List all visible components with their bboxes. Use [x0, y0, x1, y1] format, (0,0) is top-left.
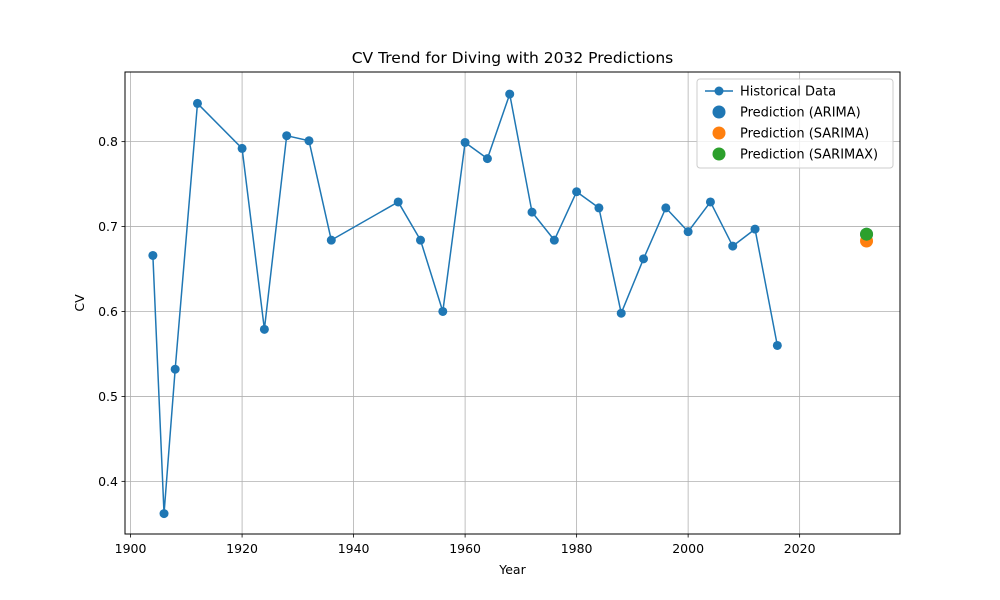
- prediction-sarimax-point: [860, 227, 874, 241]
- historical-data-point: [482, 154, 492, 164]
- historical-data-point: [304, 136, 314, 146]
- historical-data-point: [683, 227, 693, 237]
- series-layer: [148, 89, 874, 519]
- historical-data-point: [750, 224, 760, 234]
- x-tick-label: 1920: [226, 541, 258, 556]
- x-tick-label: 2020: [784, 541, 816, 556]
- legend-label-prediction-sarimax: Prediction (SARIMAX): [740, 148, 878, 163]
- axis-ticks: 1900 1920 1940 1960 1980 2000 2020 0.4 0.5 0.6 0.7…: [98, 134, 815, 556]
- legend: Historical Data Prediction (ARIMA) Predict…: [696, 78, 894, 169]
- y-tick-label: 0.8: [98, 134, 118, 149]
- x-tick-label: 2000: [672, 541, 704, 556]
- legend-label-historical-data: Historical Data: [740, 85, 836, 100]
- legend-swatch-prediction-sarima: [712, 126, 726, 140]
- x-tick-label: 1960: [449, 541, 481, 556]
- historical-data-point: [326, 235, 336, 245]
- chart-title: CV Trend for Diving with 2032 Prediction…: [352, 49, 674, 67]
- y-tick-label: 0.4: [98, 474, 118, 489]
- x-tick-label: 1980: [561, 541, 593, 556]
- historical-data-point: [393, 197, 403, 207]
- legend-marker-historical-data: [714, 86, 724, 96]
- historical-data-point: [438, 306, 448, 316]
- historical-data-point: [661, 203, 671, 213]
- historical-data-point: [170, 364, 180, 374]
- legend-swatch-prediction-sarimax: [712, 147, 726, 161]
- historical-data-point: [237, 143, 247, 153]
- historical-data-point: [728, 241, 738, 251]
- historical-data-point: [148, 250, 158, 260]
- plot-frame: [124, 71, 901, 535]
- x-tick-label: 1940: [338, 541, 370, 556]
- historical-data-point: [282, 131, 292, 141]
- historical-data-point: [416, 235, 426, 245]
- historical-data-point: [572, 187, 582, 197]
- legend-label-prediction-arima: Prediction (ARIMA): [740, 106, 861, 121]
- x-axis-title: Year: [498, 562, 526, 577]
- legend-box: [696, 78, 894, 169]
- historical-data-point: [527, 207, 537, 217]
- historical-data-point: [705, 197, 715, 207]
- historical-data-point: [460, 137, 470, 147]
- y-tick-label: 0.7: [98, 219, 118, 234]
- historical-data-point: [616, 308, 626, 318]
- y-axis-title: CV: [72, 294, 87, 312]
- historical-data-point: [259, 324, 269, 334]
- historical-data-point: [772, 340, 782, 350]
- legend-swatch-prediction-arima: [712, 105, 726, 119]
- legend-label-prediction-sarima: Prediction (SARIMA): [740, 127, 869, 142]
- historical-data-point: [505, 89, 515, 99]
- historical-data-point: [159, 509, 169, 519]
- y-tick-label: 0.5: [98, 389, 118, 404]
- historical-data-point: [549, 235, 559, 245]
- x-tick-label: 1900: [115, 541, 147, 556]
- historical-data-point: [639, 254, 649, 264]
- historical-data-point: [594, 203, 604, 213]
- y-tick-label: 0.6: [98, 304, 118, 319]
- historical-data-point: [192, 98, 202, 108]
